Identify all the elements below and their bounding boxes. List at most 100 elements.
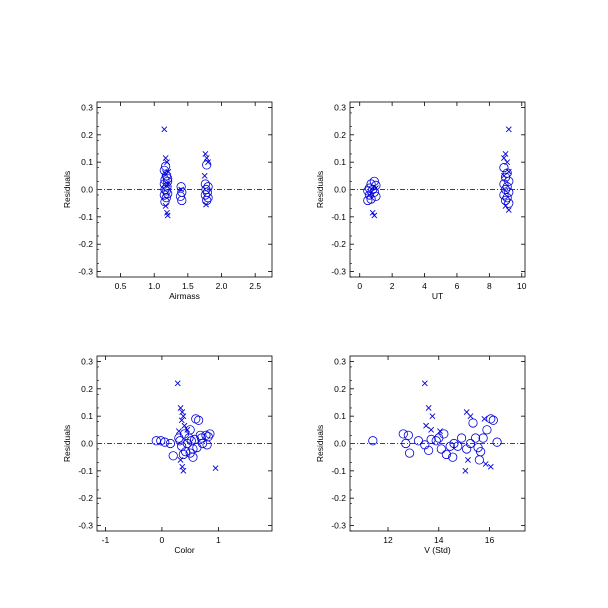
data-point-circle	[453, 441, 463, 451]
data-point-circle	[159, 165, 169, 175]
data-point-circle	[195, 430, 205, 440]
data-point-circle	[500, 195, 511, 206]
y-tick-label: -0.2	[331, 493, 346, 503]
y-tick-label: 0.2	[334, 384, 346, 394]
data-point-cross	[504, 159, 511, 166]
data-point-cross	[164, 159, 170, 166]
y-tick-label: 0.1	[81, 157, 93, 167]
data-point-cross	[462, 467, 469, 474]
data-point-circle	[363, 195, 373, 206]
data-point-circle	[163, 173, 173, 184]
data-point-circle	[194, 415, 204, 425]
data-point-cross	[162, 170, 168, 177]
x-tick-label: 1	[216, 535, 221, 545]
data-point-cross	[505, 168, 512, 175]
data-point-circle	[371, 191, 381, 201]
data-point-circle	[504, 198, 514, 208]
data-point-cross	[179, 409, 186, 415]
data-point-circle	[468, 418, 478, 428]
data-point-circle	[431, 436, 441, 446]
y-tick-label: 0.0	[334, 185, 346, 195]
data-point-cross	[369, 209, 376, 216]
data-point-circle	[499, 179, 509, 189]
x-tick-label: 14	[434, 535, 444, 545]
data-point-circle	[205, 429, 215, 439]
data-point-circle	[492, 437, 502, 447]
x-tick-label: 6	[455, 281, 460, 291]
data-point-circle	[160, 437, 170, 447]
y-tick-label: -0.2	[78, 493, 93, 503]
x-tick-label: 2.5	[249, 281, 261, 291]
data-point-cross	[164, 181, 171, 187]
x-tick-label: 2	[390, 281, 395, 291]
data-point-cross	[162, 155, 169, 161]
x-tick-label: 10	[517, 281, 527, 291]
data-point-circle	[363, 186, 373, 196]
y-tick-label: -0.3	[331, 267, 346, 277]
data-point-circle	[202, 160, 212, 170]
y-axis-label: Residuals	[62, 171, 72, 208]
y-tick-label: -0.3	[78, 521, 93, 531]
y-tick-label: -0.2	[78, 239, 93, 249]
data-point-cross	[487, 463, 494, 470]
data-point-circle	[482, 425, 492, 435]
x-tick-label: 1.0	[148, 281, 160, 291]
data-point-circle	[441, 449, 451, 460]
data-point-cross	[373, 185, 379, 192]
x-axis-label: Color	[174, 545, 194, 555]
data-point-cross	[505, 126, 512, 133]
data-point-cross	[181, 422, 188, 429]
y-tick-label: 0.1	[334, 411, 346, 421]
data-point-cross	[505, 207, 512, 213]
data-point-cross	[425, 405, 432, 411]
chart-panel-airmass: -0.3 -0.2 -0.1 0.0 0.1 0.2 0.3 0.5 1.0 1.5 2.0 2.5 A…	[62, 101, 273, 301]
data-point-circle	[405, 448, 415, 458]
data-point-cross	[184, 426, 191, 433]
x-tick-label: 16	[485, 535, 495, 545]
y-tick-label: 0.0	[334, 439, 346, 449]
data-point-circle	[424, 445, 434, 455]
chart-panel-ut: -0.3 -0.2 -0.1 0.0 0.1 0.2 0.3 0 2 4 6 8 10 UT Residua…	[315, 101, 527, 301]
data-point-circle	[177, 195, 187, 206]
data-point-circle	[403, 430, 413, 440]
x-tick-label: 0	[160, 535, 165, 545]
data-point-cross	[177, 405, 184, 411]
data-point-cross	[465, 456, 471, 463]
data-point-circle	[159, 179, 169, 189]
data-point-cross	[501, 172, 507, 179]
data-point-cross	[502, 151, 509, 157]
data-point-circle	[202, 440, 212, 450]
data-point-cross	[481, 415, 488, 422]
y-tick-label: -0.3	[78, 267, 93, 277]
y-tick-label: 0.0	[81, 185, 93, 195]
x-axis-label: Airmass	[169, 291, 200, 301]
y-tick-label: -0.1	[78, 212, 93, 222]
x-tick-label: 12	[383, 535, 393, 545]
y-axis-label: Residuals	[62, 425, 72, 462]
data-point-cross	[482, 461, 489, 467]
y-tick-label: 0.2	[81, 384, 93, 394]
data-point-cross	[180, 413, 187, 420]
data-point-cross	[174, 380, 181, 387]
data-point-circle	[159, 190, 169, 200]
y-tick-label: 0.3	[334, 102, 346, 112]
data-point-circle	[184, 433, 194, 443]
data-point-circle	[156, 436, 166, 446]
y-tick-label: 0.2	[81, 130, 93, 140]
data-point-circle	[456, 433, 467, 443]
data-point-cross	[203, 155, 210, 161]
data-point-cross	[371, 212, 378, 219]
data-point-circle	[426, 434, 436, 444]
chart-panel-color: -0.3 -0.2 -0.1 0.0 0.1 0.2 0.3 -1 0 1 Color Residua…	[62, 355, 273, 555]
data-point-circle	[175, 436, 185, 446]
data-point-circle	[436, 444, 446, 454]
data-point-cross	[212, 465, 219, 472]
data-point-circle	[203, 182, 213, 192]
data-point-cross	[202, 151, 209, 157]
data-point-cross	[177, 456, 184, 463]
x-axis-label: UT	[432, 291, 443, 301]
y-tick-label: 0.3	[334, 356, 346, 366]
data-point-circle	[476, 447, 486, 457]
data-point-circle	[201, 430, 211, 440]
data-point-cross	[178, 417, 185, 424]
